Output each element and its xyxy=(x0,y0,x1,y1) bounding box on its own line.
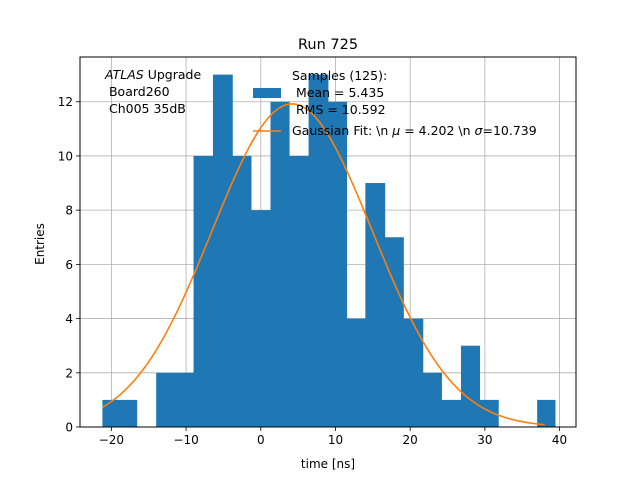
histogram-bar xyxy=(537,399,556,427)
histogram-bar xyxy=(289,155,309,427)
legend-samples-mean: Mean = 5.435 xyxy=(292,85,384,100)
x-tick-label: −10 xyxy=(173,433,198,447)
axes-frame xyxy=(79,56,577,428)
y-tick-label: 10 xyxy=(58,149,73,163)
histogram-bar xyxy=(384,237,404,427)
gaussian-fit-layer xyxy=(102,103,545,426)
gaussian-fit-curve xyxy=(102,103,545,426)
histogram-bar xyxy=(121,399,138,427)
y-tick-label: 0 xyxy=(65,421,73,435)
histogram-bar xyxy=(441,399,462,427)
legend-fit-part3: =10.739 xyxy=(482,123,536,138)
legend-fit-mu: μ xyxy=(391,123,400,138)
histogram-bar xyxy=(251,210,271,427)
upgrade-label: Upgrade xyxy=(144,67,202,82)
annotation-channel: Ch005 35dB xyxy=(105,101,186,116)
tick-layer: −20 −10 0 10 20 30 40 0 2 4 6 8 10 12 xyxy=(58,95,567,447)
x-tick-label: 10 xyxy=(328,433,343,447)
histogram-bar xyxy=(156,372,176,427)
histogram-bar xyxy=(174,372,194,427)
histogram-bar xyxy=(270,101,290,427)
histogram-bar xyxy=(460,345,481,427)
annotation-line-1: ATLAS Upgrade xyxy=(104,67,201,82)
legend-fit-sigma: σ xyxy=(475,123,484,138)
atlas-annotation: ATLAS Upgrade Board260 Ch005 35dB xyxy=(104,67,201,116)
x-tick-label: 0 xyxy=(257,433,265,447)
y-tick-label: 2 xyxy=(65,366,73,380)
y-tick-label: 6 xyxy=(65,258,73,272)
histogram-bar xyxy=(193,155,214,427)
chart-title: Run 725 xyxy=(298,37,358,53)
histogram-bars xyxy=(102,74,556,427)
x-axis-label: time [ns] xyxy=(301,457,355,471)
legend-samples-title: Samples (125): xyxy=(292,68,387,83)
x-tick-label: 20 xyxy=(403,433,418,447)
legend-fit-part2: = 4.202 \n xyxy=(400,123,474,138)
histogram-bar xyxy=(328,101,348,427)
annotation-board: Board260 xyxy=(105,84,170,99)
histogram-bar xyxy=(403,318,424,427)
histogram-bar xyxy=(346,318,366,427)
legend-fit-part1: Gaussian Fit: \n xyxy=(292,123,392,138)
histogram-bar xyxy=(365,183,386,427)
x-tick-label: −20 xyxy=(99,433,124,447)
histogram-bar xyxy=(479,399,499,427)
histogram-bar xyxy=(422,372,442,427)
legend-samples-swatch xyxy=(253,88,281,98)
legend: Samples (125): Mean = 5.435 RMS = 10.592… xyxy=(253,68,537,138)
histogram-bar xyxy=(212,74,233,427)
histogram-bar xyxy=(232,155,252,427)
y-axis-label: Entries xyxy=(33,223,47,265)
y-tick-label: 4 xyxy=(65,312,73,326)
legend-fit-label: Gaussian Fit: \n μ = 4.202 \n σ=10.739 xyxy=(292,123,537,138)
histogram-bar xyxy=(308,74,329,427)
y-tick-label: 12 xyxy=(58,95,73,109)
y-tick-label: 8 xyxy=(65,204,73,218)
histogram-bar xyxy=(102,399,122,427)
x-tick-label: 30 xyxy=(477,433,492,447)
atlas-label: ATLAS xyxy=(104,67,144,82)
x-tick-label: 40 xyxy=(552,433,567,447)
legend-samples-rms: RMS = 10.592 xyxy=(292,102,386,117)
